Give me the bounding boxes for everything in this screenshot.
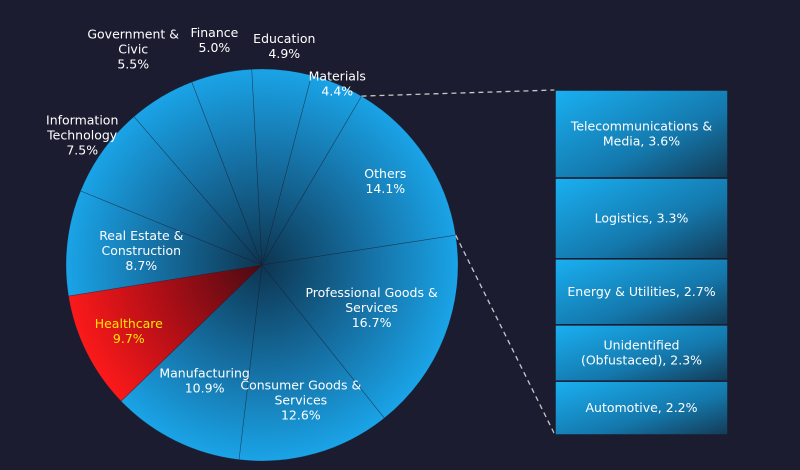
pie-slice-manufacturing: [120, 264, 263, 460]
pie-slice-professional-goods-services: [261, 234, 459, 419]
connector-line-top: [361, 89, 556, 97]
pie-slice-materials: [261, 75, 362, 266]
bar-label-automotive-2-2: Automotive, 2.2%: [585, 400, 697, 415]
bar-label-unidentified-obfustaced-2-3: Unidentified (Obfustaced), 2.3%: [581, 338, 702, 368]
pie-slice-consumer-goods-services: [238, 264, 385, 462]
connector-line-bottom: [455, 234, 556, 436]
slice-label-real-estate-construction: Real Estate & Construction 8.7%: [99, 228, 183, 273]
slice-label-government-civic: Government & Civic 5.5%: [87, 27, 179, 72]
pie-slice-others: [261, 95, 457, 266]
slice-label-finance: Finance 5.0%: [190, 25, 238, 55]
pie-slices: [65, 68, 459, 462]
slice-label-healthcare: Healthcare 9.7%: [95, 316, 163, 346]
breakdown-bar: Telecommunications & Media, 3.6% Logistics…: [554, 89, 729, 436]
pie-slice-real-estate-construction: [65, 190, 264, 297]
slice-label-education: Education 4.9%: [253, 31, 315, 61]
bar-label-telecommunications-media-3-6: Telecommunications & Media, 3.6%: [570, 119, 713, 149]
bar-segment-unidentified-obfustaced-2-3: [554, 324, 729, 382]
bar-segment-automotive-2-2: [554, 380, 729, 436]
bar-segment-logistics-3-3: [554, 177, 729, 260]
pie-labels: Others 14.1% Professional Goods & Services 1…: [46, 25, 438, 423]
bar-label-logistics-3-3: Logistics, 3.3%: [595, 211, 689, 226]
slice-label-materials: Materials 4.4%: [309, 69, 366, 99]
slice-label-manufacturing: Manufacturing 10.9%: [159, 365, 250, 395]
bar-segment-energy-utilities-2-7: [554, 258, 729, 326]
slice-label-others: Others 14.1%: [364, 166, 406, 196]
connector-lines: [361, 89, 556, 436]
slice-label-consumer-goods-services: Consumer Goods & Services 12.6%: [240, 378, 361, 423]
slice-label-information-technology: Information Technology 7.5%: [46, 113, 118, 158]
bar-label-energy-utilities-2-7: Energy & Utilities, 2.7%: [567, 284, 715, 299]
slice-label-professional-goods-services: Professional Goods & Services 16.7%: [305, 285, 437, 330]
pie-slice-healthcare: [68, 264, 263, 402]
